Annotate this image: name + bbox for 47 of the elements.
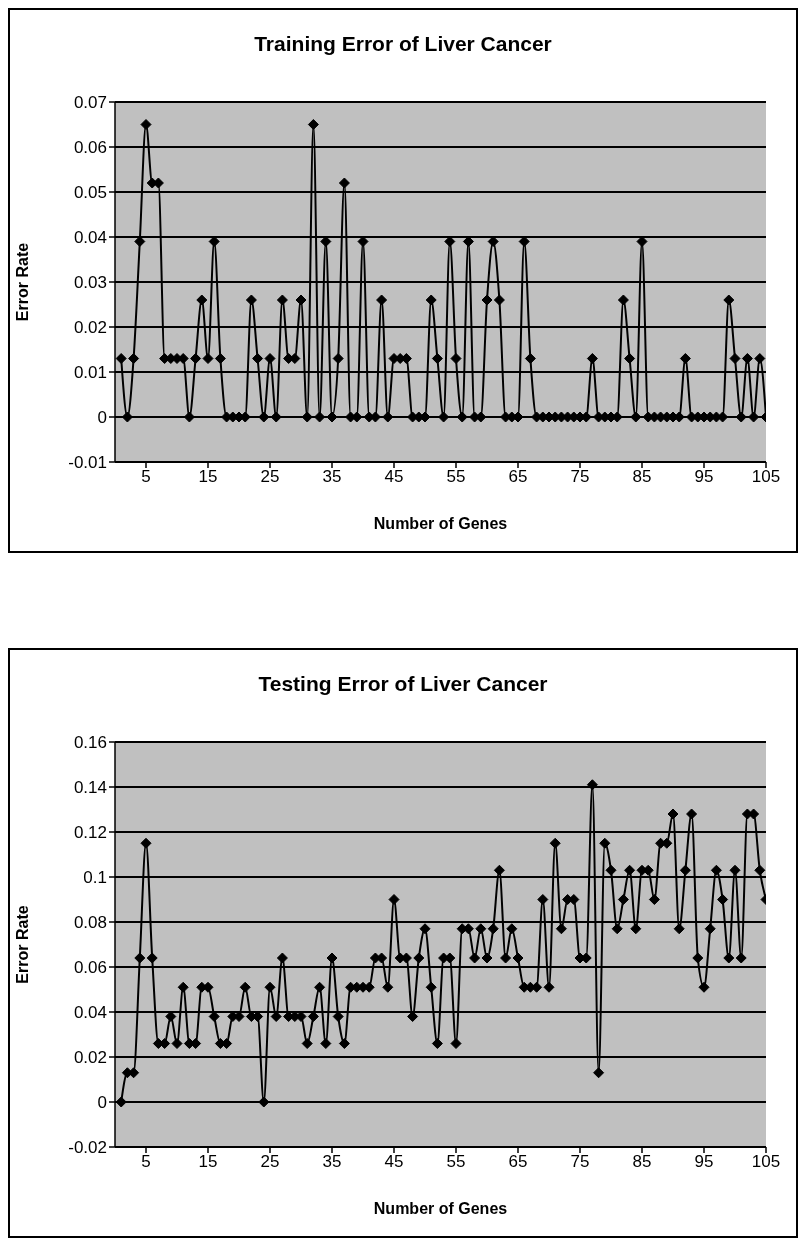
y-axis-title: Error Rate xyxy=(13,905,31,984)
x-tick-label: 5 xyxy=(141,467,151,487)
x-tick-label: 95 xyxy=(694,1152,714,1172)
x-tick-label: 35 xyxy=(322,467,342,487)
x-tick-label: 85 xyxy=(632,1152,652,1172)
y-tick-label: 0.06 xyxy=(73,958,107,978)
x-tick-label: 25 xyxy=(260,467,280,487)
x-tick-label: 75 xyxy=(570,467,590,487)
x-axis-title: Number of Genes xyxy=(373,515,508,532)
y-tick-label: 0 xyxy=(97,1093,107,1113)
y-tick-label: 0.07 xyxy=(73,93,107,113)
x-tick-label: 75 xyxy=(570,1152,590,1172)
x-tick-label: 55 xyxy=(446,1152,466,1172)
x-tick-label: 65 xyxy=(508,467,528,487)
y-tick-label: -0.02 xyxy=(68,1138,107,1158)
y-tick-label: 0.1 xyxy=(83,868,107,888)
y-tick-label: 0.12 xyxy=(73,823,107,843)
y-tick-label: 0.14 xyxy=(73,778,107,798)
y-tick-label: -0.01 xyxy=(68,453,107,473)
chart-title: Training Error of Liver Cancer xyxy=(253,31,553,57)
x-tick-label: 55 xyxy=(446,467,466,487)
x-tick-label: 35 xyxy=(322,1152,342,1172)
x-tick-label: 15 xyxy=(198,467,218,487)
y-tick-label: 0.04 xyxy=(73,228,107,248)
y-tick-label: 0.06 xyxy=(73,138,107,158)
y-tick-label: 0.05 xyxy=(73,183,107,203)
y-tick-label: 0.04 xyxy=(73,1003,107,1023)
y-tick-label: 0.16 xyxy=(73,733,107,753)
y-tick-label: 0.03 xyxy=(73,273,107,293)
x-tick-label: 85 xyxy=(632,467,652,487)
x-tick-label: 105 xyxy=(751,1152,781,1172)
x-axis-title: Number of Genes xyxy=(373,1200,508,1217)
x-tick-label: 105 xyxy=(751,467,781,487)
x-tick-label: 25 xyxy=(260,1152,280,1172)
x-tick-label: 15 xyxy=(198,1152,218,1172)
y-tick-label: 0.02 xyxy=(73,1048,107,1068)
x-tick-label: 45 xyxy=(384,467,404,487)
y-tick-label: 0 xyxy=(97,408,107,428)
y-tick-label: 0.08 xyxy=(73,913,107,933)
y-tick-label: 0.02 xyxy=(73,318,107,338)
x-tick-label: 65 xyxy=(508,1152,528,1172)
x-tick-label: 45 xyxy=(384,1152,404,1172)
chart-title: Testing Error of Liver Cancer xyxy=(257,671,549,697)
y-axis-title: Error Rate xyxy=(13,242,31,322)
y-tick-label: 0.01 xyxy=(73,363,107,383)
x-tick-label: 5 xyxy=(141,1152,151,1172)
x-tick-label: 95 xyxy=(694,467,714,487)
